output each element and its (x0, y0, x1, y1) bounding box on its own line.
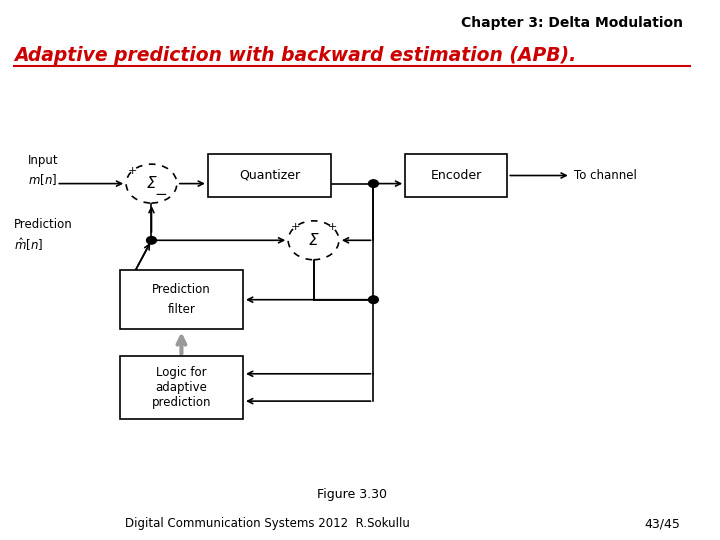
Text: To channel: To channel (575, 169, 637, 182)
Circle shape (126, 164, 177, 203)
Text: $\hat{m}[n]$: $\hat{m}[n]$ (14, 236, 43, 253)
Circle shape (369, 180, 379, 187)
Text: $m[n]$: $m[n]$ (28, 172, 58, 187)
Text: adaptive: adaptive (156, 381, 207, 394)
FancyBboxPatch shape (405, 154, 508, 197)
Text: +: + (290, 222, 300, 233)
Text: 43/45: 43/45 (644, 517, 680, 530)
Text: +: + (328, 222, 337, 233)
Text: −: − (154, 187, 167, 202)
FancyBboxPatch shape (120, 356, 243, 418)
Text: Input: Input (28, 154, 59, 167)
Text: Quantizer: Quantizer (239, 169, 300, 182)
Text: Σ: Σ (309, 233, 318, 248)
FancyBboxPatch shape (120, 270, 243, 329)
FancyBboxPatch shape (208, 154, 331, 197)
Text: Chapter 3: Delta Modulation: Chapter 3: Delta Modulation (462, 16, 683, 30)
Text: Digital Communication Systems 2012  R.Sokullu: Digital Communication Systems 2012 R.Sok… (125, 517, 410, 530)
Text: Prediction: Prediction (152, 284, 211, 296)
Text: Encoder: Encoder (431, 169, 482, 182)
Circle shape (369, 296, 379, 303)
Text: Adaptive prediction with backward estimation (APB).: Adaptive prediction with backward estima… (14, 46, 576, 65)
Text: Σ: Σ (147, 176, 156, 191)
Circle shape (288, 221, 339, 260)
Text: filter: filter (168, 303, 195, 316)
Circle shape (147, 237, 156, 244)
Text: Figure 3.30: Figure 3.30 (318, 488, 387, 501)
Text: Prediction: Prediction (14, 218, 73, 231)
Text: +: + (128, 166, 138, 176)
Text: prediction: prediction (152, 396, 211, 409)
Text: Logic for: Logic for (156, 366, 207, 379)
